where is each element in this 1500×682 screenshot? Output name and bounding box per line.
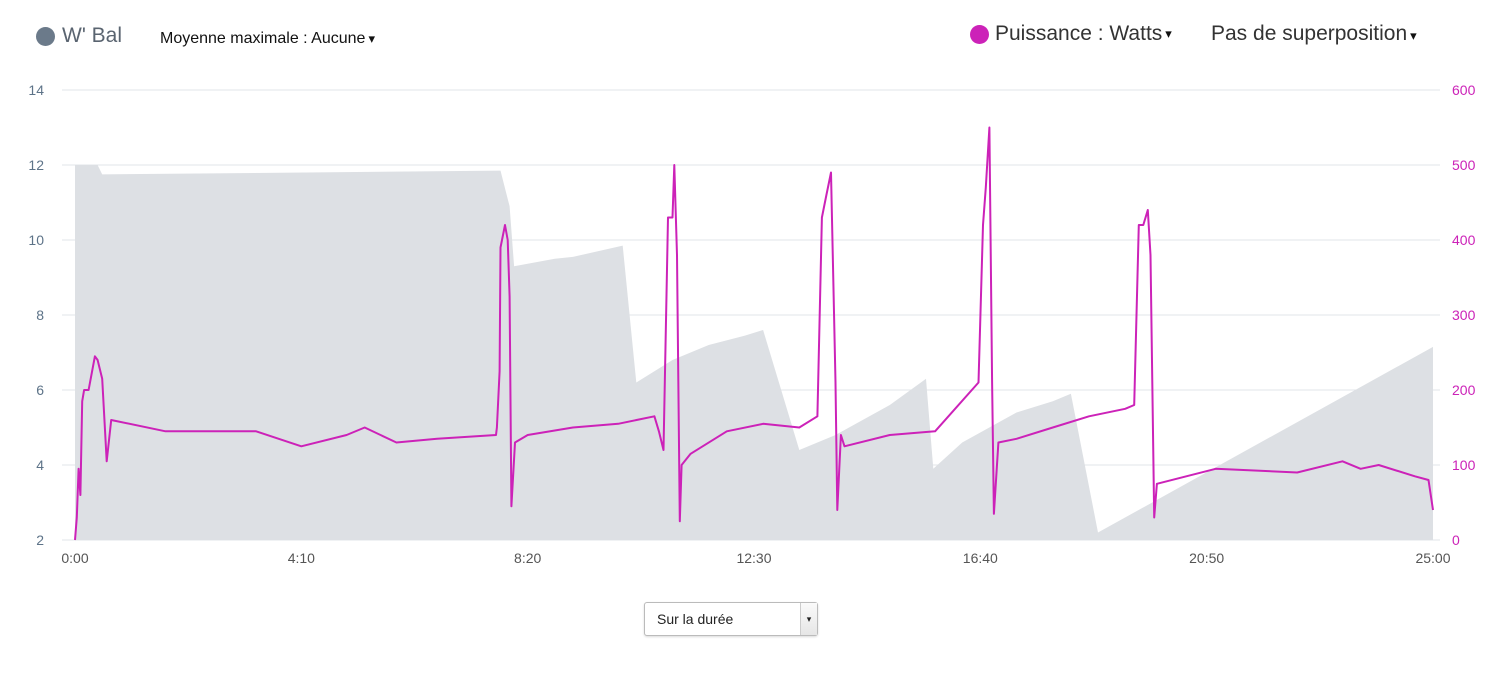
power-line bbox=[74, 126, 1434, 541]
power-line-series bbox=[74, 126, 1434, 541]
chevron-down-icon: ▾ bbox=[1165, 26, 1172, 41]
left-tick-label: 12 bbox=[28, 157, 44, 173]
left-tick-label: 6 bbox=[36, 382, 44, 398]
left-tick-label: 8 bbox=[36, 307, 44, 323]
left-axis-ticks: 2 4 6 8 10 12 14 bbox=[28, 82, 44, 548]
x-tick-label: 20:50 bbox=[1189, 550, 1224, 566]
overlay-label: Pas de superposition bbox=[1211, 22, 1408, 45]
x-tick-label: 16:40 bbox=[963, 550, 998, 566]
wbal-area-series bbox=[75, 165, 1433, 540]
x-tick-label: 25:00 bbox=[1415, 550, 1450, 566]
x-tick-label: 4:10 bbox=[288, 550, 315, 566]
right-tick-label: 100 bbox=[1452, 457, 1476, 473]
right-tick-label: 200 bbox=[1452, 382, 1476, 398]
power-wbal-chart: 2 4 6 8 10 12 14 0 100 200 300 400 500 600 0:00 4:10 8… bbox=[28, 82, 1476, 566]
wbal-legend-dot bbox=[36, 26, 55, 46]
wbal-legend[interactable]: W' Bal bbox=[36, 24, 122, 48]
range-select-value: Sur la durée bbox=[657, 611, 734, 627]
left-tick-label: 14 bbox=[28, 82, 44, 98]
right-tick-label: 300 bbox=[1452, 307, 1476, 323]
overlay-dropdown[interactable]: Pas de superposition ▾ bbox=[1211, 22, 1417, 46]
wbal-area bbox=[75, 165, 1433, 540]
chevron-down-icon: ▾ bbox=[1410, 28, 1417, 43]
right-tick-label: 600 bbox=[1452, 82, 1476, 98]
x-tick-label: 0:00 bbox=[61, 550, 88, 566]
right-axis-ticks: 0 100 200 300 400 500 600 bbox=[1452, 82, 1476, 548]
left-tick-label: 2 bbox=[36, 532, 44, 548]
x-tick-label: 8:20 bbox=[514, 550, 541, 566]
left-tick-label: 10 bbox=[28, 232, 44, 248]
chevron-down-icon: ▾ bbox=[800, 603, 817, 635]
power-legend-dot bbox=[970, 24, 989, 44]
max-average-dropdown[interactable]: Moyenne maximale : Aucune ▾ bbox=[160, 30, 375, 48]
left-tick-label: 4 bbox=[36, 457, 44, 473]
max-average-label: Moyenne maximale : Aucune bbox=[160, 30, 366, 47]
right-tick-label: 0 bbox=[1452, 532, 1460, 548]
x-tick-label: 12:30 bbox=[736, 550, 771, 566]
right-tick-label: 500 bbox=[1452, 157, 1476, 173]
wbal-legend-label: W' Bal bbox=[62, 24, 123, 47]
range-select[interactable]: Sur la durée ▾ bbox=[644, 602, 818, 636]
power-metric-dropdown[interactable]: Puissance : Watts ▾ bbox=[970, 22, 1172, 46]
power-legend-label: Puissance : Watts bbox=[995, 22, 1163, 45]
right-tick-label: 400 bbox=[1452, 232, 1476, 248]
chevron-down-icon: ▾ bbox=[368, 31, 375, 46]
x-axis-ticks: 0:00 4:10 8:20 12:30 16:40 20:50 25:00 bbox=[61, 550, 1450, 566]
